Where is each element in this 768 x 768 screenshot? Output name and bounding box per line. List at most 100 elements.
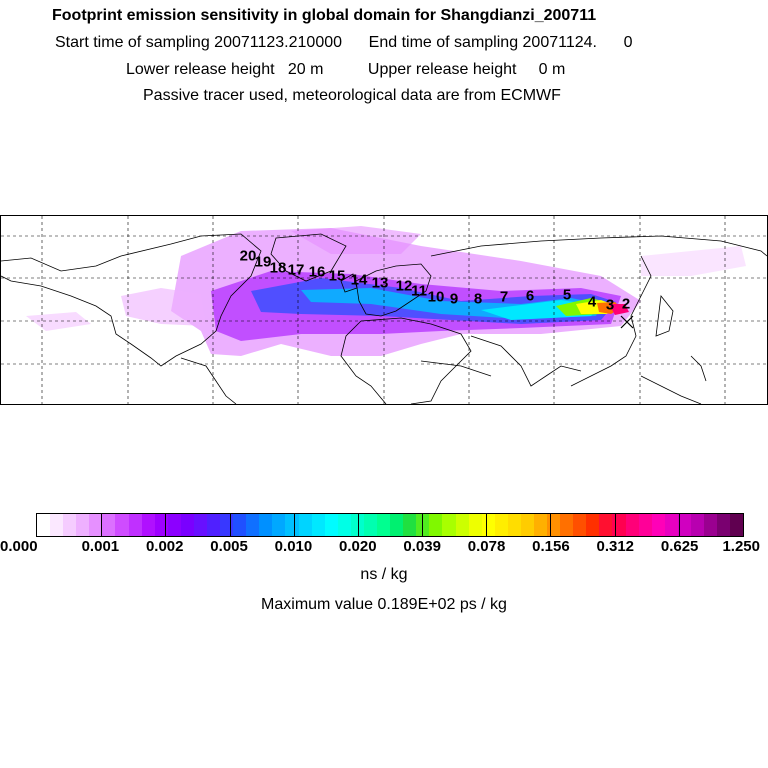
colorbar-tick-label: 0.156	[532, 538, 570, 555]
colorbar-segment	[220, 514, 234, 536]
colorbar-segment	[377, 514, 391, 536]
colorbar-segment	[76, 514, 90, 536]
colorbar-segment	[337, 514, 351, 536]
colorbar-tick-label: 0.078	[467, 538, 506, 555]
trajectory-label: 2	[621, 295, 631, 313]
tracer-info-line: Passive tracer used, meteorological data…	[143, 87, 561, 104]
colorbar-segment	[599, 514, 613, 536]
colorbar-tick-label: 0.001	[81, 538, 120, 555]
colorbar-segment	[259, 514, 273, 536]
release-height-line: Lower release height 20 m Upper release …	[126, 61, 566, 78]
colorbar-segment	[586, 514, 600, 536]
colorbar-tick-label: 0.002	[145, 538, 184, 555]
colorbar-divider	[101, 514, 103, 536]
trajectory-label: 14	[350, 271, 368, 289]
colorbar-segment	[455, 514, 469, 536]
colorbar-segment	[730, 514, 744, 536]
colorbar-tick-label: 0.010	[274, 538, 313, 555]
colorbar-segment	[494, 514, 508, 536]
trajectory-label: 18	[269, 259, 287, 277]
colorbar-segment	[180, 514, 194, 536]
colorbar-segment	[403, 514, 417, 536]
colorbar-segment	[115, 514, 129, 536]
colorbar-segment	[37, 514, 51, 536]
colorbar-segment	[651, 514, 665, 536]
maximum-value-text: Maximum value 0.189E+02 ps / kg	[261, 596, 507, 613]
colorbar-tick-label: 0.312	[596, 538, 635, 555]
colorbar-segment	[533, 514, 548, 536]
colorbar-divider	[614, 514, 616, 536]
colorbar-segment	[311, 514, 325, 536]
figure-title: Footprint emission sensitivity in global…	[52, 7, 597, 24]
colorbar-segment	[547, 514, 561, 536]
colorbar-segment	[141, 514, 155, 536]
trajectory-label: 11	[411, 282, 427, 300]
colorbar-segment	[481, 514, 495, 536]
colorbar-segment	[442, 514, 456, 536]
trajectory-label: 13	[371, 274, 389, 292]
colorbar-units: ns / kg	[360, 566, 408, 583]
colorbar-segment	[677, 514, 691, 536]
colorbar-segment	[102, 514, 116, 536]
sensitivity-plume	[26, 226, 746, 356]
colorbar-tick-label: 0.000	[0, 538, 38, 555]
trajectory-label: 19	[254, 253, 272, 271]
trajectory-label: 9	[449, 290, 459, 308]
colorbar-divider	[165, 514, 167, 536]
colorbar-segment	[507, 514, 521, 536]
colorbar-segment	[50, 514, 64, 536]
trajectory-label: 20	[239, 247, 257, 265]
colorbar-divider	[422, 514, 424, 536]
colorbar-divider	[293, 514, 295, 536]
colorbar-tick-label: 0.020	[339, 538, 377, 555]
colorbar	[36, 513, 744, 537]
colorbar-tick-label: 0.039	[403, 538, 441, 555]
colorbar-segment	[717, 514, 731, 536]
colorbar-segment	[390, 514, 404, 536]
colorbar-segment	[167, 514, 181, 536]
colorbar-segment	[207, 514, 221, 536]
trajectory-label: 15	[328, 267, 346, 285]
colorbar-tick-label: 0.005	[210, 538, 248, 555]
trajectory-label: 4	[587, 293, 597, 311]
colorbar-segment	[63, 514, 77, 536]
colorbar-segment	[363, 514, 378, 536]
trajectory-label: 10	[427, 288, 445, 306]
colorbar-segment	[233, 514, 247, 536]
footprint-map	[0, 215, 768, 405]
colorbar-segment	[154, 514, 168, 536]
colorbar-segment	[690, 514, 704, 536]
coastlines	[1, 233, 767, 404]
colorbar-divider	[357, 514, 359, 536]
colorbar-segment	[625, 514, 639, 536]
colorbar-segment	[520, 514, 534, 536]
colorbar-segment	[324, 514, 338, 536]
colorbar-segment	[612, 514, 626, 536]
colorbar-segment	[429, 514, 443, 536]
colorbar-divider	[229, 514, 231, 536]
colorbar-segment	[560, 514, 574, 536]
colorbar-segment	[193, 514, 208, 536]
map-canvas	[1, 216, 767, 404]
trajectory-label: 5	[562, 286, 572, 304]
colorbar-segment	[468, 514, 482, 536]
trajectory-label: 16	[308, 263, 326, 281]
trajectory-label: 12	[395, 277, 413, 295]
colorbar-segment	[703, 514, 718, 536]
colorbar-divider	[550, 514, 552, 536]
colorbar-segment	[272, 514, 286, 536]
trajectory-label: 7	[499, 288, 509, 306]
trajectory-label: 17	[287, 261, 305, 279]
trajectory-label: 6	[525, 287, 535, 305]
colorbar-segment	[246, 514, 260, 536]
colorbar-segment	[638, 514, 652, 536]
trajectory-label: 8	[473, 290, 483, 308]
colorbar-divider	[678, 514, 680, 536]
colorbar-tick-label: 0.625	[660, 538, 699, 555]
sampling-time-line: Start time of sampling 20071123.210000 E…	[55, 34, 633, 51]
colorbar-segment	[664, 514, 678, 536]
colorbar-tick-label: 1.250	[722, 538, 760, 555]
trajectory-label: 3	[605, 296, 615, 314]
colorbar-segment	[298, 514, 312, 536]
lat-lon-grid	[1, 216, 767, 404]
